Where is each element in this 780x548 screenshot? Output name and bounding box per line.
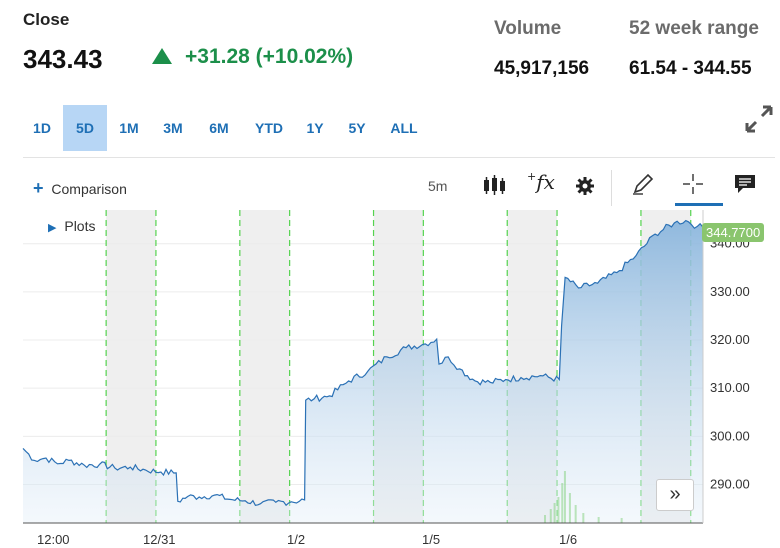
range-label: 52 week range — [629, 18, 759, 39]
interval-button[interactable]: 5m — [428, 178, 448, 194]
volume-label: Volume — [494, 18, 562, 39]
last-price-tag: 344.7700 — [702, 223, 765, 242]
x-tick-label: 12/31 — [143, 532, 176, 547]
gear-icon[interactable] — [575, 176, 595, 201]
volume-bar — [544, 515, 547, 523]
comparison-label: Comparison — [51, 181, 127, 197]
y-tick-label: 330.00 — [710, 284, 750, 299]
range-all-button[interactable]: ALL — [390, 120, 418, 136]
price-change: +31.28 (+10.02%) — [185, 45, 354, 68]
candlestick-icon[interactable] — [482, 174, 508, 203]
y-tick-label: 290.00 — [710, 476, 750, 491]
x-tick-label: 1/6 — [559, 532, 578, 547]
volume-bar — [563, 471, 566, 523]
volume-bar — [553, 503, 556, 523]
range-6m-button[interactable]: 6M — [209, 120, 229, 136]
indicator-fx-icon[interactable]: +fx — [527, 170, 555, 194]
x-tick-label: 1/5 — [422, 532, 441, 547]
x-tick-label: 1/2 — [287, 532, 306, 547]
pencil-icon[interactable] — [631, 172, 655, 201]
close-label: Close — [23, 10, 70, 29]
volume-bar — [557, 497, 560, 523]
crosshair-icon[interactable] — [681, 172, 705, 201]
volume-bar — [574, 505, 577, 523]
plots-label: Plots — [64, 218, 96, 234]
range-3m-button[interactable]: 3M — [163, 120, 183, 136]
range-1m-button[interactable]: 1M — [119, 120, 139, 136]
after-hours-band — [239, 210, 290, 523]
volume-bar — [561, 483, 564, 523]
price-line — [22, 219, 704, 507]
toolbar-separator — [611, 170, 612, 206]
triangle-right-icon: ▶ — [48, 222, 57, 234]
volume-value: 45,917,156 — [494, 58, 590, 79]
plus-icon: + — [33, 178, 44, 198]
toolbar-divider — [23, 157, 775, 158]
range-1d-button[interactable]: 1D — [33, 120, 51, 136]
range-ytd-button[interactable]: YTD — [255, 120, 283, 136]
volume-bar — [620, 518, 623, 523]
comparison-button[interactable]: + Comparison — [33, 178, 127, 199]
y-tick-label: 300.00 — [710, 428, 750, 443]
volume-bar — [597, 517, 600, 523]
x-tick-label: 12:00 — [37, 532, 70, 547]
range-value: 61.54 - 344.55 — [629, 58, 752, 79]
volume-bar — [568, 493, 571, 523]
range-5y-button[interactable]: 5Y — [348, 120, 366, 136]
fx-label: fx — [536, 170, 555, 194]
range-5d-button[interactable]: 5D — [63, 105, 107, 151]
scroll-right-button[interactable]: » — [656, 479, 694, 511]
plots-toggle[interactable]: ▶ Plots — [48, 218, 95, 234]
up-arrow-icon — [152, 48, 172, 64]
range-1y-button[interactable]: 1Y — [306, 120, 324, 136]
y-tick-label: 310.00 — [710, 380, 750, 395]
crosshair-active-indicator — [675, 203, 723, 206]
close-value: 343.43 — [23, 44, 103, 74]
expand-icon[interactable] — [744, 104, 774, 139]
comment-icon[interactable] — [734, 174, 756, 199]
volume-bar — [582, 513, 585, 523]
price-area — [23, 220, 703, 523]
y-tick-label: 320.00 — [710, 332, 750, 347]
volume-bar — [549, 509, 552, 523]
